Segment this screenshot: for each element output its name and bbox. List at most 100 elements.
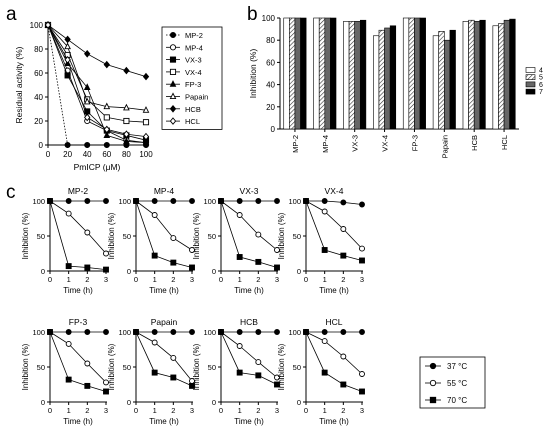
legend-label: FP-3 (185, 80, 201, 89)
x-tick-label: 1 (323, 275, 327, 284)
data-point (255, 372, 262, 379)
data-point (359, 245, 365, 252)
data-point (151, 212, 158, 218)
legend-marker (169, 68, 177, 75)
data-point (321, 208, 328, 215)
subplot-title: HCL (325, 317, 342, 327)
data-point (103, 379, 109, 386)
y-axis-title: Inhibition (%) (277, 212, 286, 259)
series-line-hcb (47, 24, 147, 77)
x-tick-label: 2 (171, 275, 175, 284)
bar (509, 18, 516, 130)
data-point (151, 329, 158, 335)
data-point (84, 141, 91, 149)
data-point (274, 198, 280, 204)
legend-marker (169, 92, 177, 100)
data-point (65, 329, 72, 335)
y-tick-label: 0 (39, 141, 44, 150)
data-point (274, 374, 280, 381)
data-point (170, 374, 177, 381)
data-point (47, 198, 53, 204)
bar (479, 19, 486, 130)
subplot-vx-3: VX-3 0 50 100 0 1 2 3 Time (h) Inhibition (%) (192, 186, 280, 295)
x-tick-label: 3 (190, 275, 194, 284)
data-point (123, 66, 130, 75)
data-point (103, 388, 109, 395)
x-tick-label: 40 (83, 150, 92, 159)
x-tick-label: MP-4 (321, 135, 330, 153)
bar (373, 35, 380, 130)
y-tick-label: 20 (34, 117, 43, 126)
data-point (255, 359, 262, 366)
data-point (142, 119, 150, 126)
bar (300, 17, 307, 130)
data-point (218, 329, 224, 335)
y-tick-label: 0 (41, 267, 45, 276)
y-tick-label: 100 (118, 197, 131, 206)
y-tick-label: 0 (127, 267, 131, 276)
legend-swatch (525, 67, 536, 73)
x-tick-label: VX-3 (351, 135, 360, 152)
data-point (189, 264, 195, 271)
x-tick-label: 0 (48, 406, 52, 415)
y-axis-title: Inhibition (%) (21, 212, 30, 259)
data-point (103, 60, 110, 69)
data-point (255, 231, 262, 238)
bar (462, 21, 469, 130)
y-tick-label: 40 (34, 93, 43, 102)
y-tick-label: 0 (127, 398, 131, 407)
data-point (84, 113, 91, 122)
data-point (151, 339, 158, 346)
x-tick-label: 1 (67, 275, 71, 284)
data-point (142, 106, 150, 113)
legend-label: 55 °C (447, 379, 467, 388)
series-line-s70 (49, 331, 107, 392)
data-point (321, 338, 328, 345)
x-tick-label: 3 (104, 275, 108, 284)
y-tick-label: 100 (288, 197, 301, 206)
series-line-s55 (135, 200, 193, 251)
series-line-vx-3 (47, 24, 147, 141)
x-tick-label: HCB (470, 135, 479, 151)
data-point (84, 264, 91, 271)
data-point (103, 141, 110, 149)
y-tick-label: 0 (297, 267, 301, 276)
x-tick-label: 2 (341, 275, 345, 284)
data-point (84, 49, 91, 58)
series-line-mp-2 (47, 24, 146, 146)
data-point (123, 103, 130, 111)
data-point (218, 198, 224, 204)
y-tick-label: 50 (293, 232, 301, 241)
data-point (65, 210, 72, 217)
data-point (189, 247, 195, 253)
x-tick-label: 1 (67, 406, 71, 415)
series-line-s70 (220, 200, 278, 268)
data-point (64, 72, 71, 79)
subplot-fp-3: FP-3 0 50 100 0 1 2 3 Time (h) Inhibition (%) (21, 317, 109, 426)
bar (449, 29, 456, 130)
series-line-s55 (305, 331, 363, 375)
data-point (321, 369, 328, 376)
x-tick-label: 0 (134, 275, 138, 284)
legend-label: VX-3 (185, 56, 202, 65)
bar (408, 17, 415, 130)
data-point (84, 382, 91, 389)
bar (354, 21, 361, 130)
bar (389, 25, 397, 130)
data-point (340, 252, 347, 259)
series-line-s55 (220, 331, 278, 378)
bar (330, 17, 337, 130)
series-line-hcl (47, 24, 147, 137)
data-point (236, 198, 243, 204)
bar (378, 29, 385, 130)
x-axis-title: Time (h) (63, 286, 93, 295)
data-point (103, 266, 109, 273)
legend-label: HCL (185, 117, 200, 126)
data-point (236, 212, 243, 218)
y-tick-label: 0 (212, 398, 216, 407)
legend-marker (169, 80, 177, 87)
data-point (359, 201, 365, 208)
data-point (170, 329, 177, 335)
subplot-vx-4: VX-4 0 50 100 0 1 2 3 Time (h) Inhibition (%) (277, 186, 365, 295)
y-tick-label: 100 (30, 21, 44, 30)
